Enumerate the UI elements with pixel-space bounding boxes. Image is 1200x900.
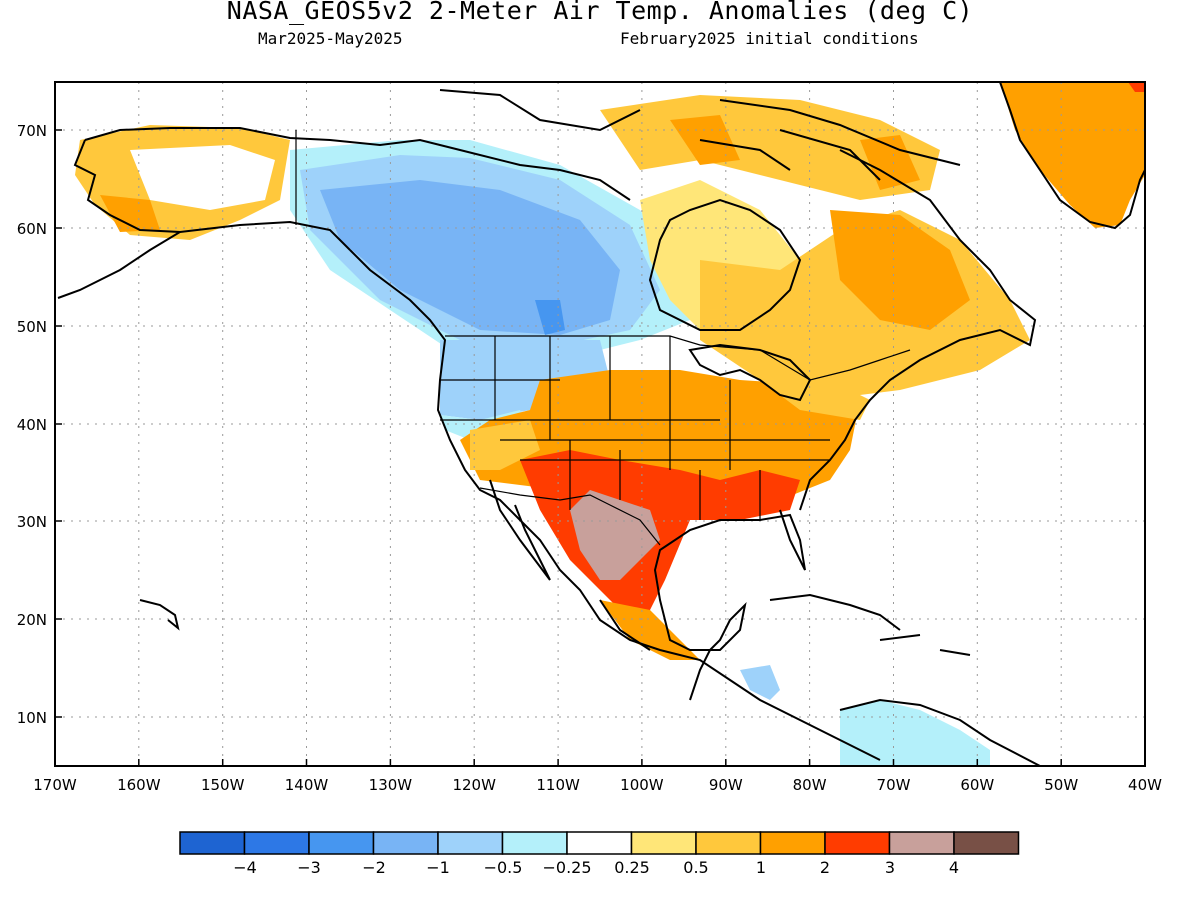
- colorbar-swatch: [437, 831, 504, 855]
- lon-label: 60W: [960, 776, 994, 794]
- colorbar-swatch: [630, 831, 697, 855]
- lat-label: 60N: [17, 220, 47, 238]
- colorbar-tick-label: −4: [233, 858, 257, 877]
- colorbar-swatch: [179, 831, 246, 855]
- lon-label: 140W: [285, 776, 329, 794]
- colorbar-swatch: [695, 831, 762, 855]
- lat-label: 10N: [17, 709, 47, 727]
- lon-label: 90W: [709, 776, 743, 794]
- lat-label: 50N: [17, 318, 47, 336]
- colorbar-tick-label: 1: [756, 858, 766, 877]
- anomaly-region-alaska-white: [130, 145, 275, 210]
- colorbar-tick-label: 3: [885, 858, 895, 877]
- anomaly-region-south-america: [840, 700, 990, 766]
- coastline-gulf-mexico: [599, 509, 806, 701]
- lat-ticks: [55, 129, 62, 718]
- lon-label: 40W: [1128, 776, 1162, 794]
- anomaly-region-mexico-warm: [600, 600, 700, 660]
- colorbar-tick-label: −0.25: [542, 858, 591, 877]
- initial-conditions: February2025 initial conditions: [620, 29, 919, 48]
- coastline-baja: [489, 479, 551, 581]
- colorbar-swatch: [308, 831, 375, 855]
- lat-labels: 70N 60N 50N 40N 30N 20N 10N: [17, 122, 47, 727]
- colorbar-swatch: [566, 831, 633, 855]
- colorbar-swatch: [243, 831, 310, 855]
- coastlines: [57, 82, 1145, 766]
- colorbar-tick-label: −1: [426, 858, 450, 877]
- colorbar-swatches: [179, 831, 1020, 855]
- coastline-atlantic: [799, 149, 1037, 511]
- colorbar-swatch: [953, 831, 1020, 855]
- anomaly-region-us-east-light: [470, 380, 870, 470]
- lon-label: 110W: [536, 776, 580, 794]
- lon-label: 160W: [117, 776, 161, 794]
- border-us-canada: [445, 335, 911, 381]
- lat-label: 30N: [17, 513, 47, 531]
- coastline-hudson-bay: [648, 198, 802, 331]
- anomaly-region-greenland: [1000, 82, 1145, 228]
- colorbar-swatch: [824, 831, 891, 855]
- anomaly-region-south-hot: [520, 450, 800, 610]
- colorbar-swatch: [759, 831, 826, 855]
- border-us-states: [440, 336, 830, 520]
- lat-label: 20N: [17, 611, 47, 629]
- lon-label: 50W: [1044, 776, 1078, 794]
- anomaly-region-canada-coldest: [535, 300, 565, 335]
- lon-label: 120W: [452, 776, 496, 794]
- anomaly-region-arctic-hot: [670, 115, 920, 190]
- colorbar-tick-label: −0.5: [484, 858, 523, 877]
- anomaly-region-canada-cold: [320, 180, 620, 335]
- anomaly-region-alaska-core: [100, 195, 160, 232]
- map-title: NASA_GEOS5v2 2-Meter Air Temp. Anomalies…: [226, 0, 974, 25]
- coastline-alaska: [57, 127, 631, 299]
- lon-label: 130W: [369, 776, 413, 794]
- lon-label: 70W: [877, 776, 911, 794]
- colorbar-tick-label: −3: [297, 858, 321, 877]
- forecast-period: Mar2025-May2025: [258, 29, 403, 48]
- lon-label: 80W: [793, 776, 827, 794]
- coastline-greenland: [999, 82, 1145, 230]
- lat-label: 70N: [17, 122, 47, 140]
- colorbar-tick-label: 2: [820, 858, 830, 877]
- lon-label: 170W: [33, 776, 77, 794]
- lon-labels: 170W 160W 150W 140W 130W 120W 110W 100W …: [33, 776, 1162, 794]
- colorbar-labels: −4 −3 −2 −1 −0.5 −0.25 0.25 0.5 1 2 3 4: [233, 858, 959, 877]
- colorbar-swatch: [888, 831, 955, 855]
- anomaly-region-texas-extreme: [570, 490, 660, 580]
- lon-label: 100W: [620, 776, 664, 794]
- colorbar: −4 −3 −2 −1 −0.5 −0.25 0.25 0.5 1 2 3 4: [179, 831, 1020, 877]
- anomaly-region-quebec-hot: [830, 210, 970, 330]
- colorbar-tick-label: 0.5: [683, 858, 708, 877]
- coastline-hawaii: [139, 599, 180, 631]
- anomaly-region-central-america: [740, 665, 780, 700]
- colorbar-swatch: [372, 831, 439, 855]
- border-us-mexico: [479, 487, 661, 546]
- lon-label: 150W: [201, 776, 245, 794]
- political-borders: [295, 130, 911, 546]
- colorbar-tick-label: 4: [949, 858, 959, 877]
- anomaly-region-greenland-red: [1128, 82, 1145, 92]
- colorbar-tick-label: 0.25: [614, 858, 650, 877]
- lat-label: 40N: [17, 416, 47, 434]
- colorbar-tick-label: −2: [362, 858, 386, 877]
- colorbar-swatch: [501, 831, 568, 855]
- coastline-arctic-islands: [439, 89, 961, 181]
- coastline-caribbean: [769, 593, 1041, 766]
- lon-ticks: [138, 759, 1062, 766]
